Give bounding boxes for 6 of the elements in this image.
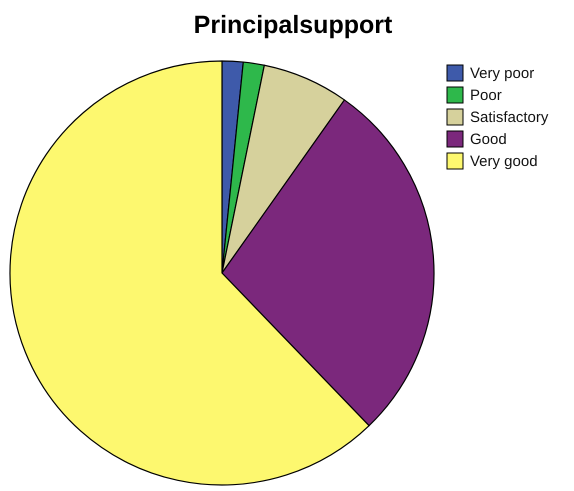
legend-label: Very poor bbox=[470, 65, 534, 82]
legend-label: Poor bbox=[470, 87, 502, 104]
legend-label: Satisfactory bbox=[470, 109, 549, 126]
chart-title: Principalsupport bbox=[194, 11, 393, 39]
legend-label: Good bbox=[470, 131, 507, 148]
legend-label: Very good bbox=[470, 153, 538, 170]
